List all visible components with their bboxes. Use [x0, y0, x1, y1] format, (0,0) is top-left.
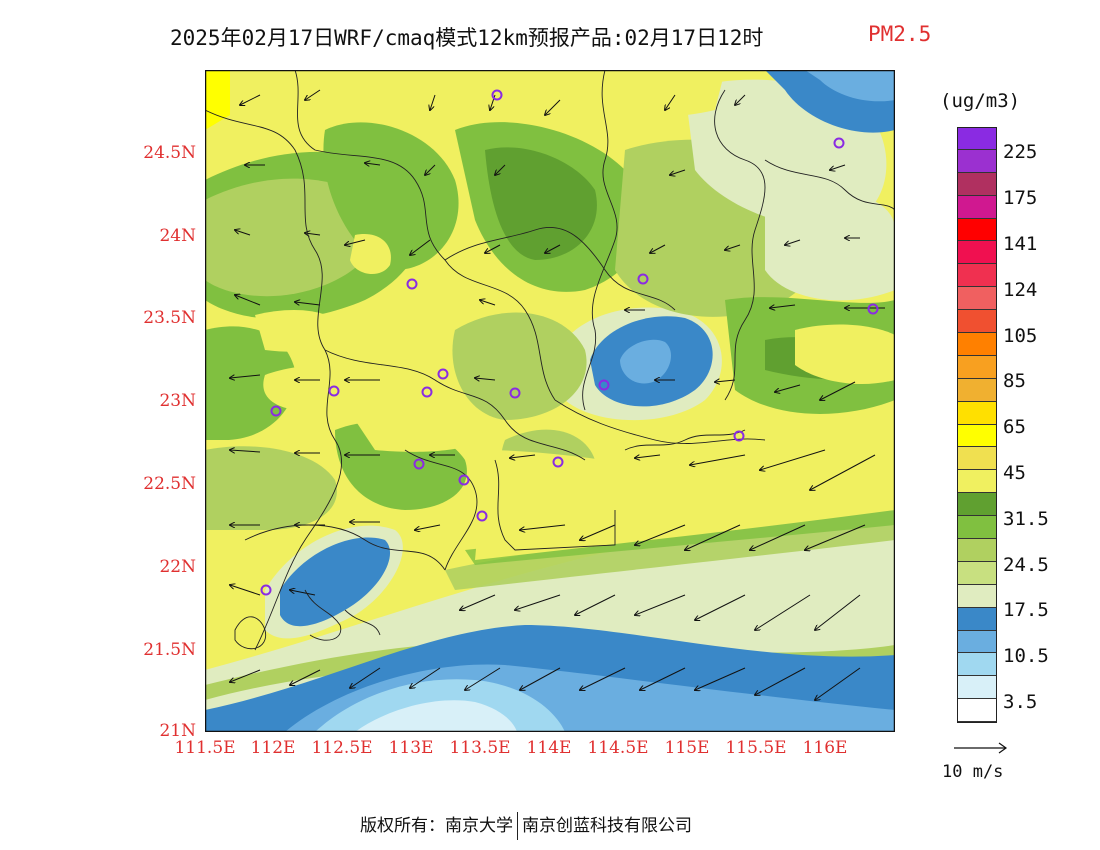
- lat-tick: 21N: [159, 721, 196, 741]
- lat-tick: 23.5N: [143, 308, 196, 328]
- map-canvas: [205, 70, 895, 732]
- colorbar-swatch: [957, 149, 997, 173]
- colorbar-label: 10.5: [1003, 645, 1049, 667]
- title-main: 2025年02月17日WRF/cmaq模式12km预报产品:02月17日12时: [170, 26, 764, 50]
- colorbar-swatch: [957, 127, 997, 150]
- colorbar-label: 24.5: [1003, 554, 1049, 576]
- lat-tick: 21.5N: [143, 640, 196, 660]
- colorbar-label: 85: [1003, 370, 1026, 392]
- pm25-map[interactable]: [205, 70, 895, 732]
- lon-tick: 114.5E: [587, 738, 649, 758]
- colorbar-label: 175: [1003, 187, 1038, 209]
- footer-divider: [517, 812, 518, 840]
- copyright-footer: 版权所有：南京大学 南京创蓝科技有限公司: [360, 811, 692, 840]
- colorbar-swatch: [957, 424, 997, 448]
- lon-tick: 116E: [802, 738, 848, 758]
- map-frame: [205, 70, 895, 732]
- colorbar-swatch: [957, 378, 997, 402]
- colorbar-swatch: [957, 630, 997, 654]
- colorbar: [957, 127, 997, 723]
- wind-vectors: [230, 89, 885, 700]
- lat-tick: 24N: [159, 226, 196, 246]
- wind-reference-label: 10 m/s: [942, 762, 1004, 782]
- lon-tick: 112E: [250, 738, 296, 758]
- colorbar-swatch: [957, 172, 997, 196]
- wind-reference-arrow: [954, 742, 1008, 754]
- station-markers: [260, 89, 879, 596]
- colorbar-swatch: [957, 584, 997, 608]
- colorbar-label: 31.5: [1003, 508, 1049, 530]
- colorbar-swatch: [957, 287, 997, 311]
- colorbar-swatch: [957, 470, 997, 494]
- colorbar-label: 17.5: [1003, 599, 1049, 621]
- admin-boundaries: [205, 70, 895, 651]
- colorbar-label: 3.5: [1003, 691, 1038, 713]
- colorbar-label: 65: [1003, 416, 1026, 438]
- colorbar-swatch: [957, 195, 997, 219]
- colorbar-swatch: [957, 561, 997, 585]
- colorbar-swatch: [957, 676, 997, 700]
- colorbar-swatch: [957, 607, 997, 631]
- colorbar-swatch: [957, 310, 997, 334]
- lon-tick: 113E: [388, 738, 434, 758]
- colorbar-swatch: [957, 516, 997, 540]
- colorbar-swatch: [957, 653, 997, 677]
- colorbar-label: 225: [1003, 141, 1038, 163]
- lon-tick: 115.5E: [725, 738, 787, 758]
- lat-tick: 22.5N: [143, 474, 196, 494]
- lat-tick: 22N: [159, 557, 196, 577]
- lon-tick: 112.5E: [311, 738, 373, 758]
- colorbar-label: 45: [1003, 462, 1026, 484]
- copyright-company: 南京创蓝科技有限公司: [522, 816, 692, 836]
- colorbar-swatch: [957, 699, 997, 723]
- colorbar-unit: (ug/m3): [940, 90, 1021, 112]
- colorbar-swatch: [957, 447, 997, 471]
- lon-tick: 113.5E: [449, 738, 511, 758]
- colorbar-swatch: [957, 401, 997, 425]
- title-pollutant: PM2.5: [868, 22, 932, 46]
- colorbar-swatch: [957, 333, 997, 356]
- copyright-owner: 版权所有：南京大学: [360, 816, 513, 836]
- colorbar-swatch: [957, 355, 997, 379]
- colorbar-swatch: [957, 539, 997, 562]
- colorbar-swatch: [957, 218, 997, 242]
- colorbar-label: 124: [1003, 279, 1038, 301]
- lat-tick: 23N: [159, 391, 196, 411]
- colorbar-label: 141: [1003, 233, 1038, 255]
- lon-tick: 111.5E: [174, 738, 236, 758]
- colorbar-swatch: [957, 493, 997, 517]
- lon-tick: 114E: [526, 738, 572, 758]
- colorbar-swatch: [957, 264, 997, 288]
- colorbar-label: 105: [1003, 325, 1038, 347]
- lat-tick: 24.5N: [143, 143, 196, 163]
- lon-tick: 115E: [664, 738, 710, 758]
- colorbar-swatch: [957, 241, 997, 265]
